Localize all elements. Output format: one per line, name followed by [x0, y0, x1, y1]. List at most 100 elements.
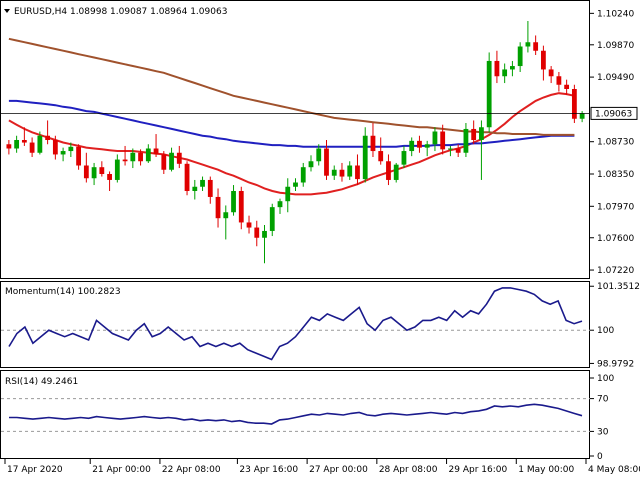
- candle[interactable]: [393, 162, 399, 183]
- candle[interactable]: [14, 135, 20, 153]
- candle-body: [215, 196, 221, 219]
- candle[interactable]: [533, 35, 539, 55]
- candle-body: [161, 154, 167, 170]
- candle[interactable]: [285, 178, 291, 213]
- candle[interactable]: [548, 66, 554, 84]
- candle[interactable]: [401, 145, 407, 169]
- candle[interactable]: [355, 154, 360, 186]
- candle[interactable]: [293, 178, 298, 191]
- candle[interactable]: [161, 151, 167, 174]
- candle[interactable]: [91, 162, 97, 186]
- candle[interactable]: [184, 161, 190, 196]
- candle[interactable]: [130, 148, 136, 169]
- candle[interactable]: [207, 176, 213, 204]
- candle[interactable]: [21, 127, 27, 146]
- candle[interactable]: [579, 111, 585, 123]
- candle[interactable]: [378, 137, 384, 165]
- candle-body: [192, 186, 198, 191]
- candle[interactable]: [262, 225, 267, 264]
- candle-body: [114, 159, 120, 180]
- candle-body: [339, 169, 345, 177]
- candle[interactable]: [153, 134, 159, 157]
- candle-body: [455, 148, 461, 153]
- candle[interactable]: [540, 45, 546, 81]
- candle[interactable]: [502, 63, 508, 84]
- candle[interactable]: [254, 220, 260, 247]
- candle[interactable]: [192, 179, 198, 200]
- momentum-tick-label: 100: [597, 326, 614, 336]
- candle[interactable]: [176, 145, 182, 169]
- candle[interactable]: [409, 137, 415, 157]
- candle[interactable]: [571, 84, 577, 123]
- candle[interactable]: [169, 147, 174, 172]
- candle[interactable]: [525, 21, 531, 53]
- candle-body: [76, 146, 81, 166]
- candle[interactable]: [29, 137, 35, 157]
- candle[interactable]: [556, 72, 562, 92]
- candle[interactable]: [107, 171, 112, 191]
- candle[interactable]: [99, 161, 105, 177]
- candle-body: [502, 69, 508, 77]
- candle[interactable]: [246, 215, 252, 234]
- candle[interactable]: [448, 145, 453, 157]
- candle[interactable]: [316, 144, 322, 166]
- candle[interactable]: [362, 127, 368, 183]
- candle[interactable]: [300, 162, 306, 187]
- candle[interactable]: [324, 140, 329, 180]
- momentum-indicator: 101.3512 100 98.9792: [1, 282, 640, 369]
- candle[interactable]: [331, 165, 337, 180]
- candle[interactable]: [455, 144, 461, 157]
- candle-body: [471, 128, 477, 140]
- candle[interactable]: [52, 135, 58, 160]
- candle[interactable]: [45, 120, 51, 145]
- candle-body: [176, 152, 182, 164]
- candle[interactable]: [277, 198, 283, 214]
- candle[interactable]: [517, 42, 523, 72]
- candle-body: [60, 151, 66, 155]
- candle[interactable]: [510, 60, 515, 77]
- candle[interactable]: [200, 176, 205, 191]
- candle-body: [432, 131, 438, 145]
- candle-body: [223, 212, 229, 219]
- candles[interactable]: [6, 21, 585, 264]
- candle[interactable]: [37, 131, 43, 155]
- dropdown-triangle-icon[interactable]: [4, 9, 10, 13]
- candle[interactable]: [138, 149, 143, 166]
- candle[interactable]: [564, 79, 570, 95]
- candle[interactable]: [494, 50, 500, 84]
- candle[interactable]: [440, 124, 446, 155]
- candle[interactable]: [463, 123, 469, 157]
- candle[interactable]: [339, 162, 345, 182]
- candle-body: [37, 135, 43, 153]
- momentum-tick-label: 98.9792: [597, 359, 634, 369]
- candle[interactable]: [471, 120, 477, 145]
- candle[interactable]: [122, 145, 128, 166]
- candle[interactable]: [223, 205, 229, 240]
- candle[interactable]: [347, 161, 353, 180]
- candle[interactable]: [68, 142, 74, 157]
- candle[interactable]: [417, 135, 422, 153]
- y-tick-label: 1.09870: [597, 41, 634, 51]
- candle-body: [362, 135, 368, 180]
- candle[interactable]: [386, 154, 391, 186]
- candle[interactable]: [231, 185, 236, 216]
- candle[interactable]: [308, 155, 314, 172]
- candle[interactable]: [432, 127, 438, 152]
- momentum-pane-frame: [0, 281, 590, 368]
- candle[interactable]: [114, 154, 120, 183]
- candle[interactable]: [424, 140, 430, 157]
- candle[interactable]: [145, 144, 151, 163]
- candle[interactable]: [76, 144, 81, 170]
- candle[interactable]: [215, 188, 221, 228]
- candle[interactable]: [60, 147, 66, 162]
- candle[interactable]: [238, 186, 244, 230]
- x-tick-label: 28 Apr 08:00: [379, 465, 438, 475]
- candle[interactable]: [83, 152, 89, 183]
- candle[interactable]: [6, 140, 12, 155]
- candle[interactable]: [269, 203, 275, 237]
- time-axis: 17 Apr 2020 21 Apr 00:00 22 Apr 08:00 23 Ap…: [4, 459, 640, 475]
- candle[interactable]: [479, 120, 484, 180]
- candle[interactable]: [370, 123, 376, 157]
- candle[interactable]: [486, 52, 492, 133]
